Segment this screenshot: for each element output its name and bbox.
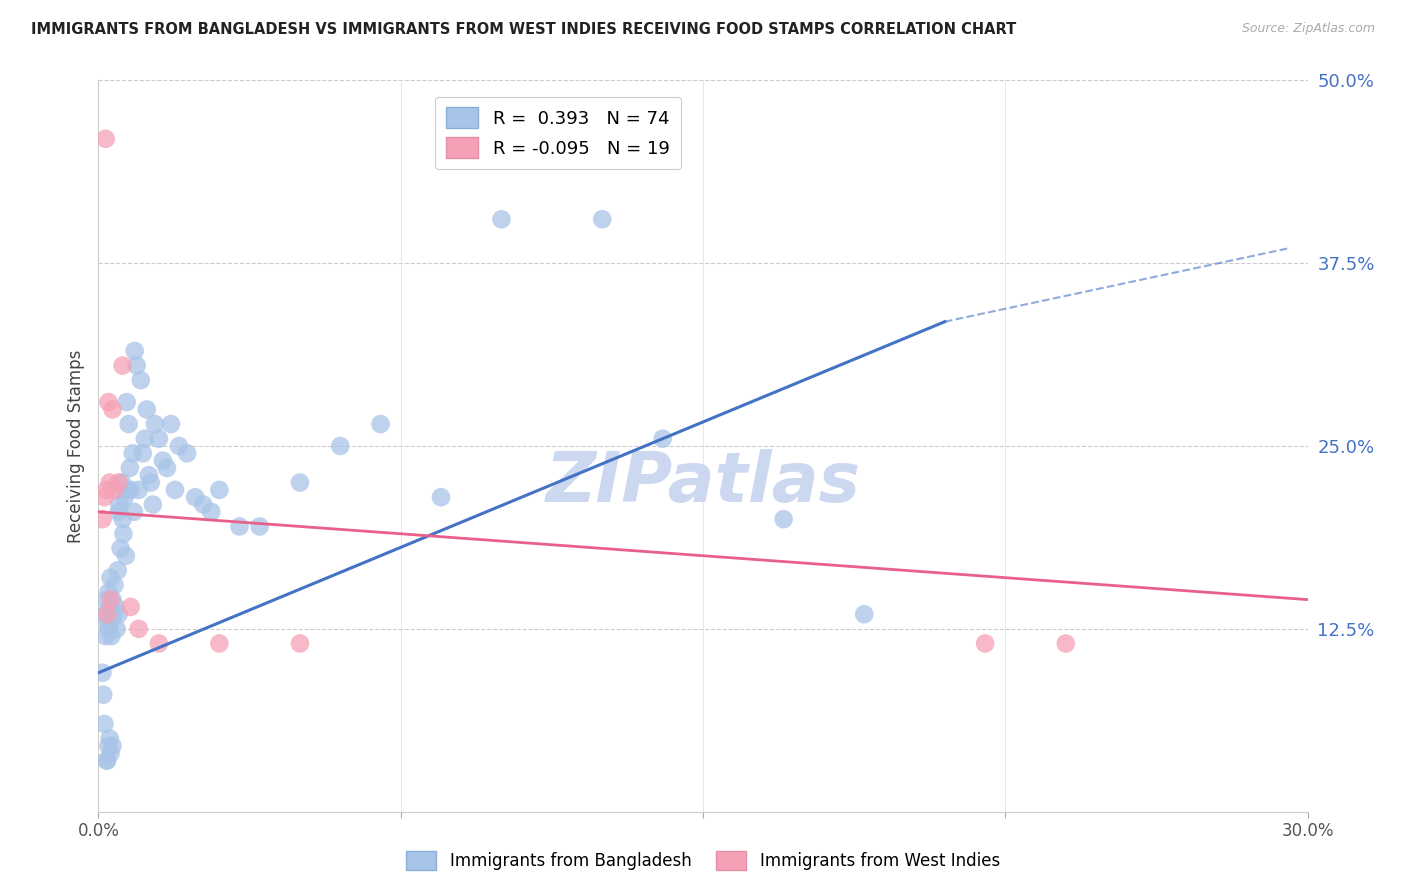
Point bbox=[100, 629, 122, 643]
Point bbox=[93, 490, 115, 504]
Point bbox=[96, 592, 118, 607]
Point bbox=[143, 417, 166, 431]
Point bbox=[101, 402, 124, 417]
Point bbox=[139, 475, 162, 490]
Point bbox=[772, 512, 794, 526]
Point bbox=[115, 395, 138, 409]
Point bbox=[128, 483, 150, 497]
Point bbox=[184, 490, 207, 504]
Point bbox=[491, 212, 513, 227]
Point bbox=[430, 490, 453, 504]
Point bbox=[114, 549, 136, 563]
Point bbox=[152, 453, 174, 467]
Point bbox=[108, 498, 131, 512]
Point bbox=[97, 585, 120, 599]
Point bbox=[176, 446, 198, 460]
Point bbox=[100, 571, 122, 585]
Point bbox=[128, 622, 150, 636]
Point bbox=[129, 373, 152, 387]
Legend: R =  0.393   N = 74, R = -0.095   N = 19: R = 0.393 N = 74, R = -0.095 N = 19 bbox=[436, 96, 681, 169]
Point bbox=[100, 746, 122, 760]
Point bbox=[134, 432, 156, 446]
Legend: Immigrants from Bangladesh, Immigrants from West Indies: Immigrants from Bangladesh, Immigrants f… bbox=[399, 844, 1007, 877]
Point bbox=[107, 505, 129, 519]
Point bbox=[91, 665, 114, 680]
Point bbox=[163, 483, 186, 497]
Point bbox=[853, 607, 876, 622]
Point bbox=[101, 592, 124, 607]
Point bbox=[111, 359, 134, 373]
Point bbox=[94, 132, 117, 146]
Text: Source: ZipAtlas.com: Source: ZipAtlas.com bbox=[1241, 22, 1375, 36]
Point bbox=[98, 599, 121, 614]
Point bbox=[103, 607, 125, 622]
Point bbox=[148, 432, 170, 446]
Point bbox=[125, 359, 148, 373]
Point bbox=[98, 475, 121, 490]
Point bbox=[110, 541, 132, 556]
Point bbox=[96, 483, 118, 497]
Point bbox=[132, 446, 155, 460]
Point bbox=[118, 417, 141, 431]
Point bbox=[105, 622, 128, 636]
Point bbox=[94, 629, 117, 643]
Point bbox=[148, 636, 170, 650]
Point bbox=[112, 526, 135, 541]
Point bbox=[103, 483, 125, 497]
Point bbox=[96, 754, 118, 768]
Point bbox=[160, 417, 183, 431]
Point bbox=[114, 490, 136, 504]
Point bbox=[651, 432, 673, 446]
Point bbox=[200, 505, 222, 519]
Point bbox=[100, 592, 122, 607]
Point bbox=[124, 343, 146, 358]
Point bbox=[208, 636, 231, 650]
Point bbox=[167, 439, 190, 453]
Point bbox=[117, 483, 139, 497]
Point bbox=[120, 599, 142, 614]
Point bbox=[370, 417, 392, 431]
Point bbox=[107, 475, 129, 490]
Point bbox=[120, 483, 142, 497]
Point bbox=[122, 505, 145, 519]
Point bbox=[1054, 636, 1077, 650]
Point bbox=[96, 615, 118, 629]
Text: ZIPatlas: ZIPatlas bbox=[546, 449, 860, 516]
Point bbox=[591, 212, 613, 227]
Point bbox=[107, 607, 129, 622]
Point bbox=[107, 563, 129, 577]
Point bbox=[100, 615, 122, 629]
Point bbox=[329, 439, 352, 453]
Point bbox=[193, 498, 215, 512]
Point bbox=[118, 461, 141, 475]
Point bbox=[288, 636, 311, 650]
Point bbox=[111, 512, 134, 526]
Point bbox=[96, 754, 118, 768]
Point bbox=[121, 446, 143, 460]
Point bbox=[288, 475, 311, 490]
Point bbox=[103, 578, 125, 592]
Point bbox=[97, 622, 120, 636]
Point bbox=[138, 468, 160, 483]
Point bbox=[142, 498, 165, 512]
Point bbox=[156, 461, 179, 475]
Point bbox=[91, 688, 114, 702]
Point bbox=[104, 599, 127, 614]
Point bbox=[96, 607, 118, 622]
Y-axis label: Receiving Food Stamps: Receiving Food Stamps bbox=[66, 350, 84, 542]
Point bbox=[111, 475, 134, 490]
Point bbox=[101, 739, 124, 753]
Point bbox=[249, 519, 271, 533]
Point bbox=[98, 731, 121, 746]
Point bbox=[228, 519, 250, 533]
Point bbox=[91, 512, 114, 526]
Text: IMMIGRANTS FROM BANGLADESH VS IMMIGRANTS FROM WEST INDIES RECEIVING FOOD STAMPS : IMMIGRANTS FROM BANGLADESH VS IMMIGRANTS… bbox=[31, 22, 1017, 37]
Point bbox=[974, 636, 997, 650]
Point bbox=[208, 483, 231, 497]
Point bbox=[97, 739, 120, 753]
Point bbox=[93, 717, 115, 731]
Point bbox=[97, 395, 120, 409]
Point bbox=[93, 607, 115, 622]
Point bbox=[135, 402, 157, 417]
